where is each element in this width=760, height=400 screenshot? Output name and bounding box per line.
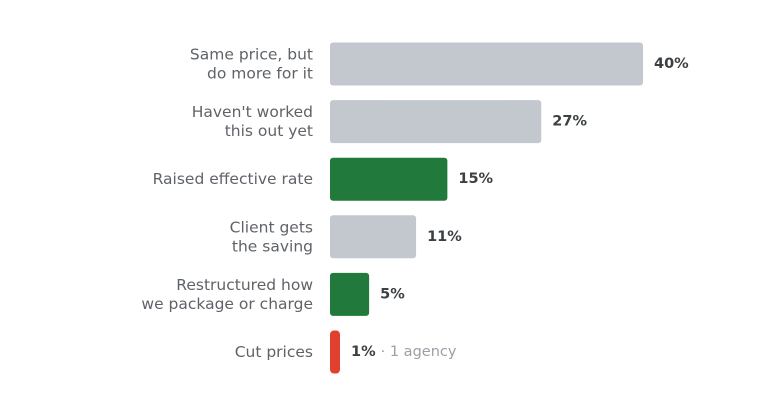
bar-row: Raised effective rate 15% [153,157,494,201]
bar [330,100,542,144]
value-label: 27% [552,114,587,130]
bar [330,215,417,259]
bar [330,157,448,201]
category-label: Raised effective rate [153,170,313,188]
bar-row: Same price, but do more for it 40% [190,42,689,86]
category-label-line: Restructured how [176,276,313,294]
bar-row: Haven't worked this out yet 27% [192,100,587,144]
bar-row: Cut prices 1% · 1 agency [235,330,457,374]
bar [330,272,370,316]
category-label-line: do more for it [207,65,313,83]
value-label: 5% [380,286,405,302]
bar-row: Client gets the saving 11% [230,215,462,259]
category-label: Client gets the saving [230,218,313,255]
category-label-line: Cut prices [235,343,313,361]
bar [330,42,643,86]
category-label-line: Client gets [230,218,313,236]
value-label: 40% [654,56,689,72]
category-label-line: Same price, but [190,46,313,64]
value-label: 1% [351,344,376,360]
value-note: · 1 agency [381,344,457,360]
bar-row: Restructured how we package or charge 5% [141,272,405,316]
category-label-line: Haven't worked [192,103,313,121]
category-label-line: this out yet [225,122,313,140]
value-label: 15% [458,171,493,187]
category-label-line: Raised effective rate [153,170,313,188]
category-label: Same price, but do more for it [190,46,313,83]
value-label: 11% [427,229,462,245]
category-label: Restructured how we package or charge [141,276,313,313]
category-label: Cut prices [235,343,313,361]
category-label: Haven't worked this out yet [192,103,313,140]
category-label-line: the saving [232,237,313,255]
category-label-line: we package or charge [141,295,313,313]
bar [330,330,340,374]
